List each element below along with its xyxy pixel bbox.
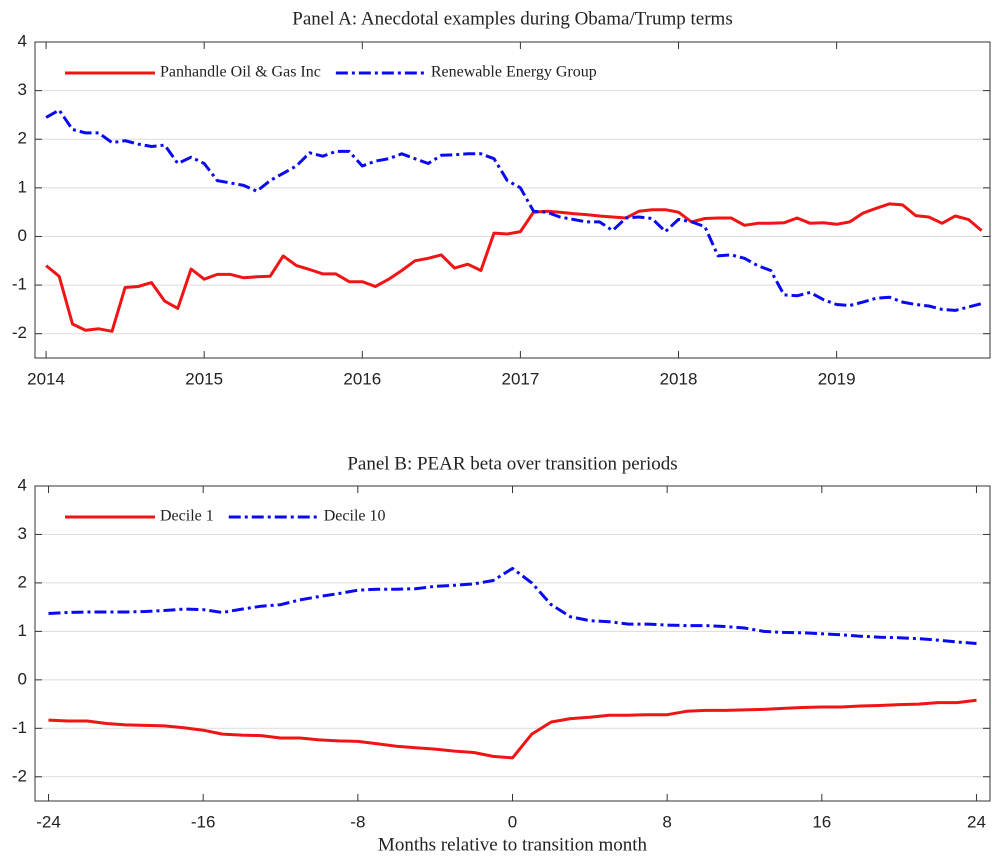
x-tick-label: 2019 <box>818 369 856 388</box>
series-line <box>48 698 977 760</box>
x-tick-label: 8 <box>662 812 671 831</box>
y-tick-label: 4 <box>18 475 27 494</box>
x-tick-label: 2014 <box>27 369 65 388</box>
y-tick-label: 0 <box>18 669 27 688</box>
plot-frame <box>34 41 991 359</box>
chart-title: Panel B: PEAR beta over transition perio… <box>347 453 677 474</box>
panel: Panel B: PEAR beta over transition perio… <box>12 453 991 855</box>
y-tick-label: 2 <box>18 129 27 148</box>
y-tick-label: -2 <box>12 766 27 785</box>
y-tick-label: -1 <box>12 275 27 294</box>
y-tick-label: -2 <box>12 323 27 342</box>
y-tick-label: -1 <box>12 718 27 737</box>
y-tick-label: 3 <box>18 524 27 543</box>
y-tick-label: 4 <box>18 31 27 50</box>
x-tick-label: -24 <box>36 812 61 831</box>
x-tick-label: 2015 <box>185 369 223 388</box>
series-line <box>48 566 977 645</box>
y-tick-label: 0 <box>18 226 27 245</box>
plot-frame <box>34 485 991 802</box>
panel: Panel A: Anecdotal examples during Obama… <box>12 8 991 388</box>
x-tick-label: 2017 <box>501 369 539 388</box>
x-tick-label: 2018 <box>660 369 698 388</box>
x-tick-label: 24 <box>967 812 986 831</box>
legend-label: Decile 1 <box>160 508 214 525</box>
x-tick-label: 0 <box>508 812 517 831</box>
series-line <box>45 202 983 333</box>
series-line <box>45 108 982 312</box>
y-tick-label: 1 <box>18 621 27 640</box>
x-tick-label: -16 <box>191 812 216 831</box>
legend-label: Renewable Energy Group <box>431 64 597 81</box>
x-tick-label: -8 <box>350 812 365 831</box>
legend-label: Panhandle Oil & Gas Inc <box>160 64 321 81</box>
y-tick-label: 3 <box>18 80 27 99</box>
chart-title: Panel A: Anecdotal examples during Obama… <box>292 8 732 29</box>
y-tick-label: 1 <box>18 177 27 196</box>
y-tick-label: 2 <box>18 572 27 591</box>
x-tick-label: 16 <box>812 812 831 831</box>
legend-label: Decile 10 <box>324 508 386 525</box>
x-tick-label: 2016 <box>343 369 381 388</box>
x-axis-label: Months relative to transition month <box>378 834 648 855</box>
